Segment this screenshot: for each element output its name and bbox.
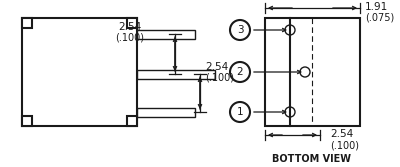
Bar bbox=[137, 108, 195, 117]
Text: 1: 1 bbox=[237, 107, 243, 117]
Text: 3: 3 bbox=[237, 25, 243, 35]
Text: (.100): (.100) bbox=[330, 140, 359, 150]
Bar bbox=[137, 30, 195, 39]
Bar bbox=[22, 18, 137, 126]
Text: (.100): (.100) bbox=[205, 72, 234, 82]
Text: (.100): (.100) bbox=[116, 32, 144, 42]
Text: 1.91: 1.91 bbox=[365, 2, 388, 12]
Bar bbox=[127, 116, 137, 126]
Text: (.075): (.075) bbox=[365, 13, 394, 23]
Bar bbox=[265, 18, 360, 126]
Text: BOTTOM VIEW: BOTTOM VIEW bbox=[272, 154, 352, 164]
Bar bbox=[22, 18, 32, 28]
Bar bbox=[137, 70, 215, 79]
Text: 2: 2 bbox=[237, 67, 243, 77]
Bar bbox=[127, 18, 137, 28]
Text: 2.54: 2.54 bbox=[118, 22, 142, 32]
Bar bbox=[22, 116, 32, 126]
Text: 2.54: 2.54 bbox=[330, 129, 353, 139]
Text: 2.54: 2.54 bbox=[205, 62, 228, 72]
